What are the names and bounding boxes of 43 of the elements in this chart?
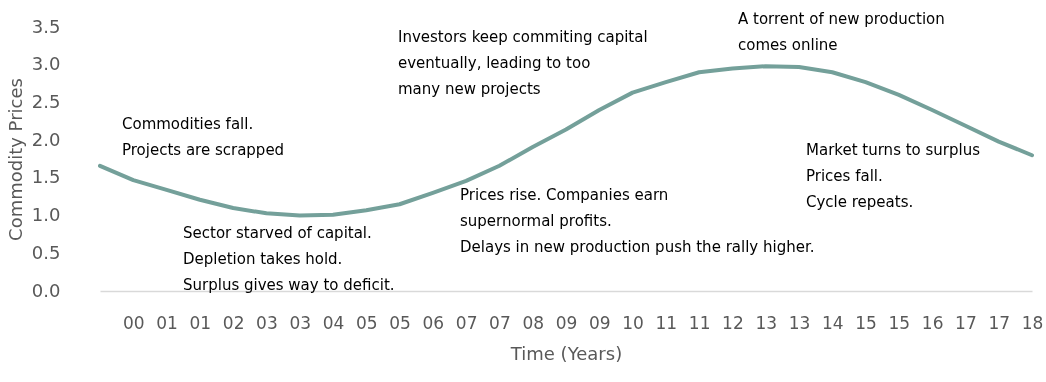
x-tick-label: 10 [622, 312, 644, 333]
x-tick-label: 11 [688, 312, 711, 333]
annotation: Sector starved of capital. Depletion takes hold. Surplus gives way to deficit. [183, 224, 395, 294]
x-tick-label: 09 [588, 312, 611, 333]
x-tick-label: 13 [755, 312, 778, 333]
x-tick-label: 07 [489, 312, 511, 333]
x-tick-label: 17 [988, 312, 1011, 333]
x-tick-label: 13 [788, 312, 811, 333]
annotation: Investors keep commiting capital eventually, leading to too many new projects [398, 28, 648, 98]
y-tick-label: 0.0 [31, 279, 61, 301]
y-tick-label: 0.5 [31, 241, 61, 263]
x-tick-label: 11 [655, 312, 678, 333]
x-tick-label: 18 [1021, 312, 1044, 333]
x-tick-label: 07 [455, 312, 478, 333]
x-tick-label: 09 [555, 312, 578, 333]
x-tick-label: 01 [189, 312, 212, 333]
annotation: Commodities fall. Projects are scrapped [122, 115, 285, 159]
y-tick-label: 2.5 [31, 90, 61, 112]
x-tick-label: 02 [222, 312, 245, 333]
y-axis-title: Commodity Prices [4, 78, 26, 241]
y-tick-label: 1.0 [31, 204, 61, 226]
y-tick-label: 1.5 [31, 166, 61, 188]
x-axis-title: Time (Years) [509, 342, 623, 364]
x-tick-label: 08 [522, 312, 545, 333]
x-tick-label: 17 [955, 312, 977, 333]
y-tick-label: 2.0 [31, 128, 61, 150]
annotation: A torrent of new production comes online [738, 10, 945, 54]
x-tick-label: 15 [888, 312, 911, 333]
x-tick-label: 05 [355, 312, 378, 333]
y-tick-label: 3.0 [31, 53, 61, 75]
x-tick-label: 06 [422, 312, 445, 333]
x-tick-label: 03 [289, 312, 312, 333]
x-tick-label: 14 [821, 312, 844, 333]
x-tick-label: 04 [322, 312, 345, 333]
x-tick-label: 12 [722, 312, 744, 333]
annotation: Market turns to surplus Prices fall. Cycle repeats. [806, 141, 981, 211]
x-tick-label: 16 [921, 312, 944, 333]
x-tick-label: 05 [389, 312, 411, 333]
y-tick-label: 3.5 [31, 15, 61, 37]
x-tick-label: 15 [855, 312, 877, 333]
x-tick-label: 01 [156, 312, 178, 333]
x-tick-label: 00 [122, 312, 145, 333]
x-tick-label: 03 [256, 312, 278, 333]
